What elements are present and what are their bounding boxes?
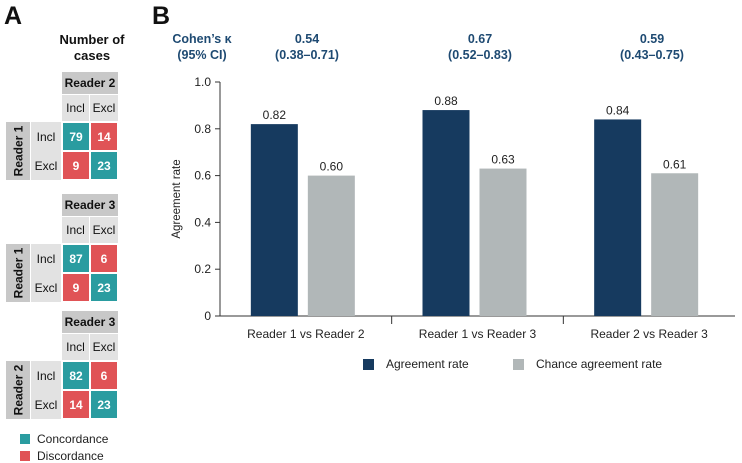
agreement-rate-bar [250,124,298,317]
kappa-reader2-vs-reader3: 0.59 (0.43–0.75) [599,31,705,63]
y-tick-label: 0.8 [194,122,211,136]
agreement-rate-swatch [363,358,374,370]
agreement-rate-bar [422,110,470,316]
row-excl-label: Excl [31,390,61,419]
legend-agreement-rate-label: Agreement rate [386,357,469,371]
y-tick-label: 0.6 [194,169,211,183]
panel-b-letter: B [152,2,171,30]
row-incl-label: Incl [31,361,61,390]
bar-value-label: 0.63 [491,153,515,167]
count-cell-concordance: 23 [90,390,118,419]
legend-chance-agreement-rate: Chance agreement rate [513,357,662,371]
count-cell-discordance: 6 [90,361,118,390]
column-incl-label: Incl [62,95,89,121]
y-tick-label: 1.0 [194,75,211,89]
bar-value-label: 0.88 [434,94,458,108]
x-category-label: Reader 1 vs Reader 2 [247,327,365,341]
legend-concordance: Concordance [20,432,108,446]
row-excl-label: Excl [31,151,61,180]
count-cell-concordance: 79 [62,122,90,151]
panel-a-title: Number of cases [52,32,132,64]
column-excl-label: Excl [90,334,118,360]
count-cell-concordance: 23 [90,273,118,302]
chance-agreement-rate-bar [479,168,527,316]
panel-a-letter: A [4,2,23,30]
x-category-label: Reader 2 vs Reader 3 [590,327,708,341]
panel-a-title-line2: cases [73,48,111,63]
y-tick-label: 0 [204,309,211,323]
count-cell-discordance: 9 [62,273,90,302]
y-tick-label: 0.2 [194,262,211,276]
legend-concordance-label: Concordance [37,432,109,446]
column-reader-header: Reader 2 [62,72,118,94]
kappa-reader1-vs-reader3: 0.67 (0.52–0.83) [427,31,533,63]
column-reader-header: Reader 3 [62,311,118,333]
legend-discordance: Discordance [20,449,104,463]
row-reader-header: Reader 2 [6,361,30,419]
y-axis-label: Agreement rate [171,159,183,238]
kappa-ci: (0.52–0.83) [448,48,512,62]
y-tick-label: 0.4 [194,215,211,229]
count-cell-discordance: 14 [90,122,118,151]
bar-value-label: 0.84 [606,103,630,117]
kappa-header: Cohen’s κ (95% CI) [160,31,244,63]
panel-a-title-line1: Number of [59,32,125,47]
row-incl-label: Incl [31,122,61,151]
legend-agreement-rate: Agreement rate [363,357,469,371]
column-excl-label: Excl [90,95,118,121]
kappa-ci: (0.38–0.71) [275,48,339,62]
discordance-swatch [20,451,30,461]
count-cell-concordance: 82 [62,361,90,390]
bar-value-label: 0.61 [663,157,687,171]
bar-value-label: 0.60 [320,160,344,174]
kappa-header-line2: (95% CI) [177,48,227,62]
legend-chance-agreement-rate-label: Chance agreement rate [536,357,663,371]
agreement-rate-bar [594,119,642,316]
column-reader-header: Reader 3 [62,194,118,216]
row-excl-label: Excl [31,273,61,302]
kappa-value: 0.59 [639,32,665,46]
column-incl-label: Incl [62,217,89,243]
kappa-header-line1: Cohen’s κ [172,32,232,46]
kappa-ci: (0.43–0.75) [620,48,684,62]
chance-agreement-rate-bar [651,173,699,316]
column-excl-label: Excl [90,217,118,243]
column-incl-label: Incl [62,334,89,360]
chance-agreement-rate-swatch [513,358,524,370]
kappa-value: 0.54 [294,32,320,46]
count-cell-discordance: 14 [62,390,90,419]
bar-value-label: 0.82 [263,108,287,122]
count-cell-discordance: 6 [90,244,118,273]
x-category-label: Reader 1 vs Reader 3 [419,327,537,341]
concordance-swatch [20,434,30,444]
row-reader-header: Reader 1 [6,122,30,180]
count-cell-discordance: 9 [62,151,90,180]
row-reader-header: Reader 1 [6,244,30,302]
chance-agreement-rate-bar [307,175,355,316]
kappa-reader1-vs-reader2: 0.54 (0.38–0.71) [254,31,360,63]
count-cell-concordance: 23 [90,151,118,180]
row-incl-label: Incl [31,244,61,273]
count-cell-concordance: 87 [62,244,90,273]
legend-discordance-label: Discordance [37,449,104,463]
kappa-value: 0.67 [467,32,493,46]
